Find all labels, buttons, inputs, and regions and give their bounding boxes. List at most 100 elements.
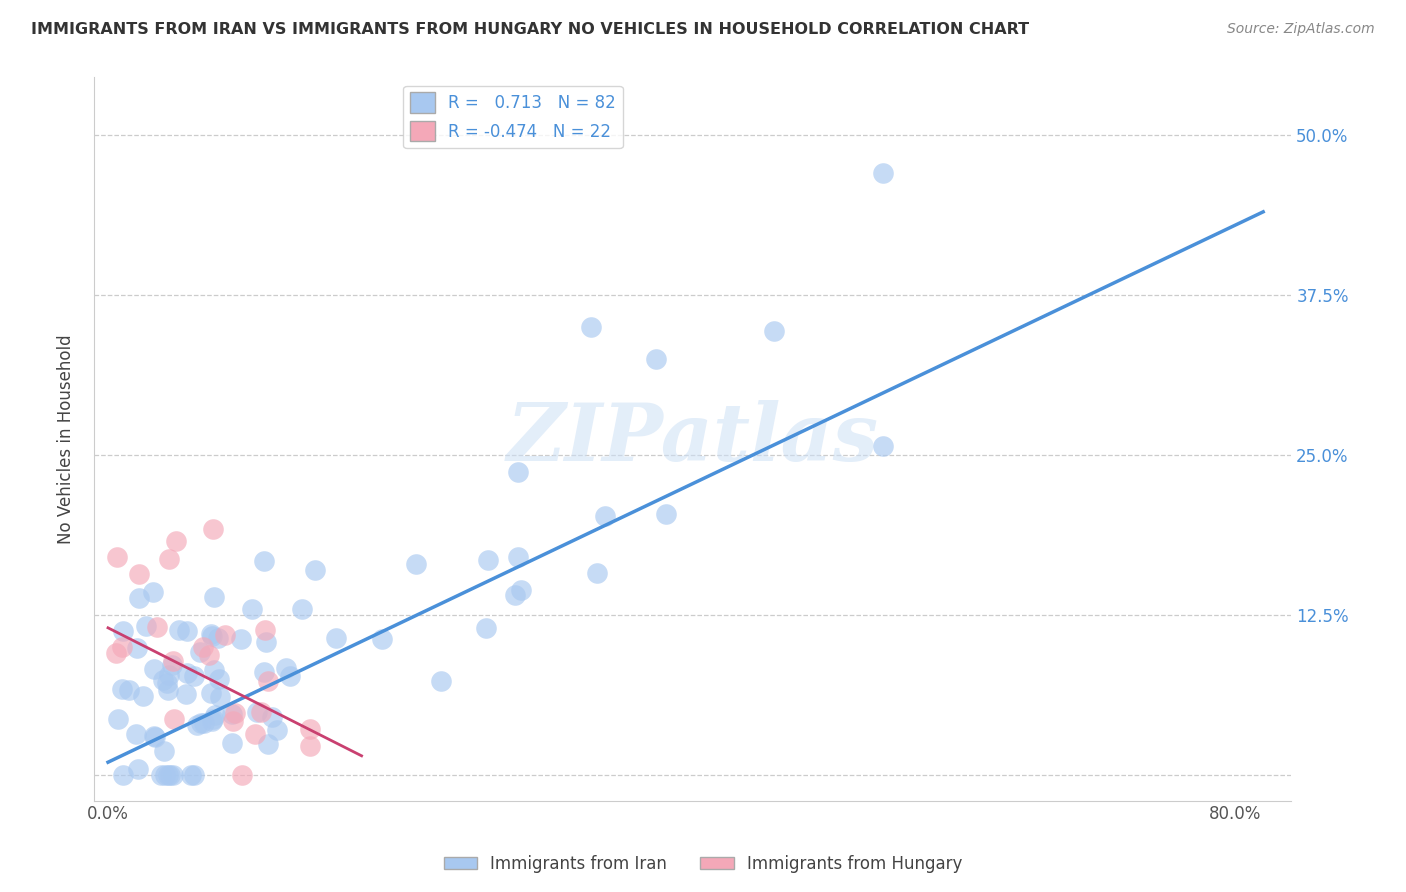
Point bbox=[260, 710, 283, 724]
Text: IMMIGRANTS FROM IRAN VS IMMIGRANTS FROM HUNGARY NO VEHICLES IN HOUSEHOLD CORRELA: IMMIGRANTS FROM IRAN VS IMMIGRANTS FROM … bbox=[31, 22, 1029, 37]
Point bbox=[506, 466, 529, 480]
Point bbox=[506, 550, 529, 565]
Point bbox=[214, 628, 236, 642]
Point bbox=[118, 682, 141, 697]
Point bbox=[111, 624, 134, 639]
Point bbox=[105, 646, 128, 660]
Point bbox=[107, 712, 129, 726]
Point bbox=[579, 320, 602, 334]
Point bbox=[174, 687, 197, 701]
Point bbox=[503, 588, 526, 602]
Point bbox=[200, 685, 222, 699]
Point bbox=[291, 602, 314, 616]
Point bbox=[595, 509, 617, 524]
Point bbox=[176, 624, 198, 638]
Point bbox=[142, 729, 165, 743]
Point bbox=[325, 631, 347, 645]
Point bbox=[586, 566, 609, 580]
Point bbox=[201, 523, 224, 537]
Point bbox=[475, 621, 498, 635]
Point bbox=[254, 635, 277, 649]
Point bbox=[253, 554, 276, 568]
Point bbox=[157, 668, 180, 682]
Point bbox=[157, 551, 180, 566]
Point bbox=[143, 730, 166, 744]
Point bbox=[204, 708, 226, 723]
Point bbox=[253, 665, 276, 680]
Point bbox=[128, 566, 150, 581]
Point bbox=[152, 673, 174, 687]
Point bbox=[266, 723, 288, 737]
Point bbox=[176, 665, 198, 680]
Point bbox=[165, 533, 187, 548]
Point bbox=[405, 557, 427, 571]
Point bbox=[229, 632, 252, 647]
Point bbox=[193, 715, 215, 730]
Legend: Immigrants from Iran, Immigrants from Hungary: Immigrants from Iran, Immigrants from Hu… bbox=[437, 848, 969, 880]
Point bbox=[163, 712, 186, 726]
Point bbox=[274, 661, 297, 675]
Point bbox=[156, 676, 179, 690]
Point bbox=[160, 657, 183, 672]
Legend: R =   0.713   N = 82, R = -0.474   N = 22: R = 0.713 N = 82, R = -0.474 N = 22 bbox=[404, 86, 623, 148]
Point bbox=[183, 768, 205, 782]
Point bbox=[872, 166, 894, 180]
Point bbox=[156, 683, 179, 698]
Point bbox=[299, 722, 322, 736]
Point bbox=[221, 736, 243, 750]
Point bbox=[762, 325, 785, 339]
Point bbox=[125, 727, 148, 741]
Point bbox=[221, 706, 243, 721]
Point bbox=[222, 714, 245, 728]
Point bbox=[162, 768, 184, 782]
Text: Source: ZipAtlas.com: Source: ZipAtlas.com bbox=[1227, 22, 1375, 37]
Point bbox=[132, 690, 155, 704]
Point bbox=[127, 762, 149, 776]
Point bbox=[188, 645, 211, 659]
Point bbox=[201, 629, 224, 643]
Point bbox=[134, 619, 156, 633]
Point bbox=[202, 663, 225, 677]
Point bbox=[477, 552, 499, 566]
Point bbox=[180, 768, 202, 782]
Point bbox=[250, 705, 273, 719]
Point bbox=[112, 768, 135, 782]
Point bbox=[143, 662, 166, 676]
Point bbox=[153, 744, 176, 758]
Point bbox=[193, 640, 215, 654]
Point bbox=[155, 768, 177, 782]
Point bbox=[298, 739, 321, 754]
Point bbox=[208, 672, 231, 686]
Point bbox=[644, 351, 666, 366]
Point bbox=[125, 641, 148, 656]
Point bbox=[159, 768, 181, 782]
Point bbox=[111, 682, 134, 697]
Y-axis label: No Vehicles in Household: No Vehicles in Household bbox=[58, 334, 75, 544]
Point bbox=[240, 602, 263, 616]
Point bbox=[202, 590, 225, 604]
Point bbox=[146, 620, 169, 634]
Point bbox=[162, 654, 184, 668]
Point bbox=[872, 439, 894, 453]
Point bbox=[209, 690, 232, 705]
Point bbox=[202, 712, 225, 726]
Point bbox=[183, 669, 205, 683]
Point bbox=[245, 705, 267, 719]
Point bbox=[231, 768, 253, 782]
Point bbox=[186, 717, 208, 731]
Point bbox=[111, 640, 134, 654]
Point bbox=[142, 585, 165, 599]
Point bbox=[257, 737, 280, 751]
Point bbox=[128, 591, 150, 606]
Text: ZIPatlas: ZIPatlas bbox=[506, 401, 879, 478]
Point bbox=[201, 714, 224, 728]
Point bbox=[257, 673, 280, 688]
Point bbox=[190, 716, 212, 731]
Point bbox=[207, 631, 229, 645]
Point bbox=[254, 623, 277, 637]
Point bbox=[430, 673, 453, 688]
Point bbox=[107, 550, 129, 565]
Point bbox=[371, 632, 394, 646]
Point bbox=[224, 706, 246, 720]
Point bbox=[654, 507, 676, 521]
